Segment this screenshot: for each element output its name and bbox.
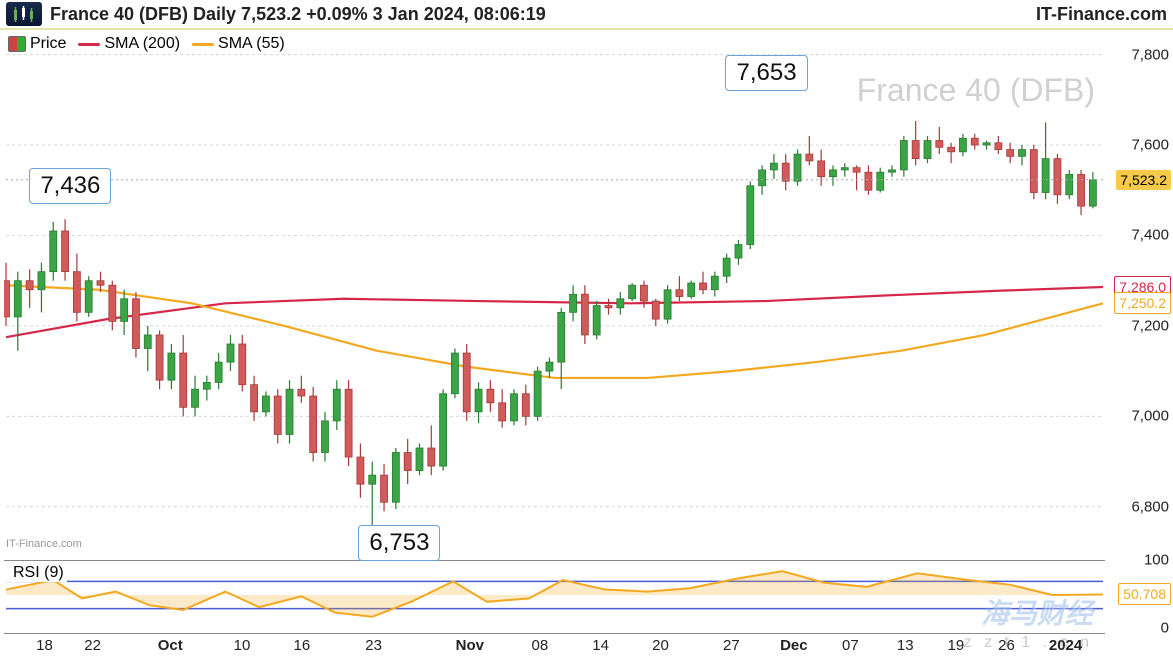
x-tick-label: 10 xyxy=(234,637,251,654)
main-legend: Price SMA (200) SMA (55) xyxy=(4,34,289,54)
overlay-watermark-1: 海马财经 xyxy=(981,592,1093,632)
legend-sma55: SMA (55) xyxy=(188,34,289,54)
x-tick-label: 20 xyxy=(652,637,669,654)
x-tick-label: 27 xyxy=(723,637,740,654)
x-tick-label: 22 xyxy=(84,637,101,654)
rsi-y-tick: 100 xyxy=(1144,552,1169,569)
x-tick-label: 07 xyxy=(842,637,859,654)
y-tick-label: 7,800 xyxy=(1131,46,1169,63)
chart-title: France 40 (DFB) Daily 7,523.2 +0.09% 3 J… xyxy=(50,4,1036,25)
logo-icon xyxy=(6,2,42,26)
y-value-tag: 7,250.2 xyxy=(1114,292,1171,314)
rsi-svg xyxy=(4,561,1105,629)
rsi-y-tick: 0 xyxy=(1161,620,1169,637)
y-value-tag: 7,523.2 xyxy=(1116,170,1171,190)
brand-label: IT-Finance.com xyxy=(1036,4,1167,25)
main-chart[interactable]: France 40 (DFB) 7,4366,7537,653 IT-Finan… xyxy=(4,32,1105,552)
y-tick-label: 7,200 xyxy=(1131,317,1169,334)
chart-header: France 40 (DFB) Daily 7,523.2 +0.09% 3 J… xyxy=(0,0,1173,30)
sma55-swatch-icon xyxy=(192,43,214,46)
watermark-text: France 40 (DFB) xyxy=(857,72,1095,109)
candlestick-svg xyxy=(4,32,1105,552)
x-tick-label: 14 xyxy=(592,637,609,654)
x-axis: 1822Oct101623Nov08142027Dec071319262024 xyxy=(4,633,1105,660)
price-callout: 6,753 xyxy=(358,525,440,561)
price-callout: 7,436 xyxy=(29,168,111,204)
x-tick-label: Dec xyxy=(780,637,808,654)
rsi-panel[interactable]: RSI (9) xyxy=(4,560,1105,629)
x-tick-label: 18 xyxy=(36,637,53,654)
rsi-value-tag: 50.708 xyxy=(1118,583,1171,605)
legend-sma200: SMA (200) xyxy=(74,34,184,54)
overlay-watermark-2: z z t 1 . c n xyxy=(964,634,1093,652)
legend-rsi: RSI (9) xyxy=(6,564,67,582)
x-tick-label: 13 xyxy=(897,637,914,654)
y-tick-label: 7,400 xyxy=(1131,227,1169,244)
legend-price: Price xyxy=(4,34,70,54)
y-tick-label: 7,600 xyxy=(1131,137,1169,154)
x-tick-label: 16 xyxy=(294,637,311,654)
price-swatch-icon xyxy=(8,36,26,52)
x-tick-label: Nov xyxy=(456,637,484,654)
rsi-y-axis: 010050.708 xyxy=(1109,560,1173,628)
price-callout: 7,653 xyxy=(725,55,807,91)
x-tick-label: 08 xyxy=(531,637,548,654)
y-tick-label: 7,000 xyxy=(1131,408,1169,425)
y-axis: 6,800 7,000 7,200 7,400 7,600 7,800 7,523.2 7,2… xyxy=(1109,32,1173,552)
x-tick-label: Oct xyxy=(158,637,183,654)
x-tick-label: 19 xyxy=(948,637,965,654)
watermark-small: IT-Finance.com xyxy=(6,538,82,550)
sma200-swatch-icon xyxy=(78,43,100,46)
x-tick-label: 23 xyxy=(365,637,382,654)
y-tick-label: 6,800 xyxy=(1131,498,1169,515)
